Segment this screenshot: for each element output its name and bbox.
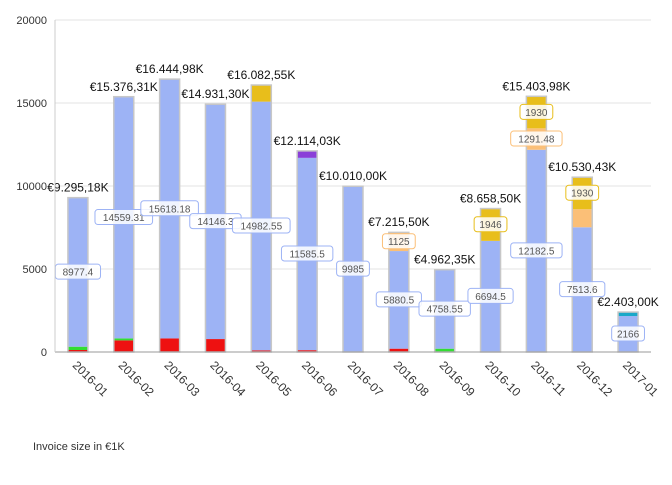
x-tick-label: 2016-07: [345, 358, 386, 399]
y-tick-label: 15000: [16, 98, 47, 110]
x-tick-label: 2016-06: [299, 358, 340, 399]
bar-segment: [388, 348, 409, 352]
segment-label: 12182.5: [518, 246, 555, 257]
chart-footnote: Invoice size in €1K: [33, 441, 125, 453]
x-tick-label: 2016-09: [437, 358, 478, 399]
segment-label-box: [381, 233, 416, 250]
segment-label-box: [510, 242, 563, 259]
data-labels-layer: 8977.4 €9.295,18K 14559.31 €15.376,31K 15618…: [47, 62, 659, 342]
bar-segment: [113, 340, 134, 352]
segment-label: 9985: [342, 265, 365, 276]
segment-label-box: [94, 209, 154, 226]
segment-label-box: [565, 184, 600, 201]
segment-label-box: [418, 300, 471, 317]
x-tick-label: 2016-02: [116, 358, 157, 399]
x-tick-label: 2016-04: [207, 358, 248, 399]
segment-label: 1930: [571, 189, 594, 200]
bar-segment: [618, 312, 639, 317]
segment-label: 11585.5: [289, 250, 325, 261]
segment-label-box: [559, 281, 606, 298]
total-label: €10.530,43K: [548, 160, 616, 174]
total-label: €16.082,55K: [227, 68, 295, 82]
segment-label-box: [280, 245, 334, 262]
bar-segment: [572, 209, 593, 228]
x-tick-label: 2016-03: [161, 358, 202, 399]
total-label: €2.403,00K: [597, 295, 658, 309]
segment-label: 1930: [525, 108, 548, 119]
segment-label-box: [140, 200, 199, 217]
x-tick-label: 2016-10: [482, 358, 523, 399]
bar-segment: [113, 338, 134, 341]
total-label: €8.658,50K: [460, 191, 521, 205]
segment-label-box: [336, 260, 370, 277]
total-label: €4.962,35K: [414, 253, 475, 267]
x-tick-label: 2016-08: [391, 358, 432, 399]
total-label: €9.295,18K: [47, 181, 108, 195]
segment-label: 1946: [479, 220, 502, 231]
segment-label-box: [467, 287, 514, 304]
segment-label: 2166: [617, 330, 640, 341]
y-tick-label: 20000: [16, 15, 47, 27]
bar-segment: [297, 150, 318, 158]
x-tick-label: 2016-12: [574, 358, 615, 399]
total-label: €15.403,98K: [502, 79, 570, 93]
bar-segment: [67, 350, 88, 352]
segment-label: 15618.18: [149, 204, 191, 215]
y-tick-label: 5000: [23, 264, 47, 276]
y-tick-label: 0: [41, 347, 47, 359]
x-tick-label: 2016-05: [253, 358, 294, 399]
total-label: €10.010,00K: [319, 169, 387, 183]
segment-label: 1125: [388, 237, 410, 248]
segment-label-box: [232, 217, 291, 234]
segment-label-box: [473, 216, 508, 233]
total-label: €15.376,31K: [90, 80, 158, 94]
x-tick-label: 2017-01: [620, 358, 661, 399]
total-label: €16.444,98K: [136, 62, 204, 76]
segment-label: 7513.6: [567, 285, 598, 296]
total-label: €7.215,50K: [368, 215, 429, 229]
bar-segment: [297, 350, 318, 352]
bar-segment: [251, 350, 272, 352]
segment-label: 14146.3: [197, 217, 234, 228]
segment-label: 1291.48: [518, 135, 555, 146]
segment-label: 4758.55: [427, 305, 464, 316]
bar-segment: [67, 346, 88, 351]
bar-segment: [159, 338, 180, 352]
segment-label: 14559.31: [103, 213, 145, 224]
segment-label: 8977.4: [63, 268, 94, 279]
segment-label-box: [510, 130, 563, 147]
segment-label: 5880.5: [384, 295, 415, 306]
total-label: €12.114,03K: [274, 134, 341, 148]
x-tick-label: 2016-11: [528, 358, 569, 399]
segment-label: 6694.5: [475, 292, 506, 303]
segment-label-box: [375, 291, 422, 308]
x-tick-label: 2016-01: [70, 358, 111, 399]
segment-label-box: [611, 325, 645, 342]
bar-segment: [205, 339, 226, 352]
total-label: €14.931,30K: [181, 87, 249, 101]
segment-label: 14982.55: [240, 221, 282, 232]
y-tick-label: 10000: [16, 181, 47, 193]
bar-segment: [434, 348, 455, 352]
bar-segment: [251, 85, 272, 102]
segment-label-box: [519, 103, 554, 120]
